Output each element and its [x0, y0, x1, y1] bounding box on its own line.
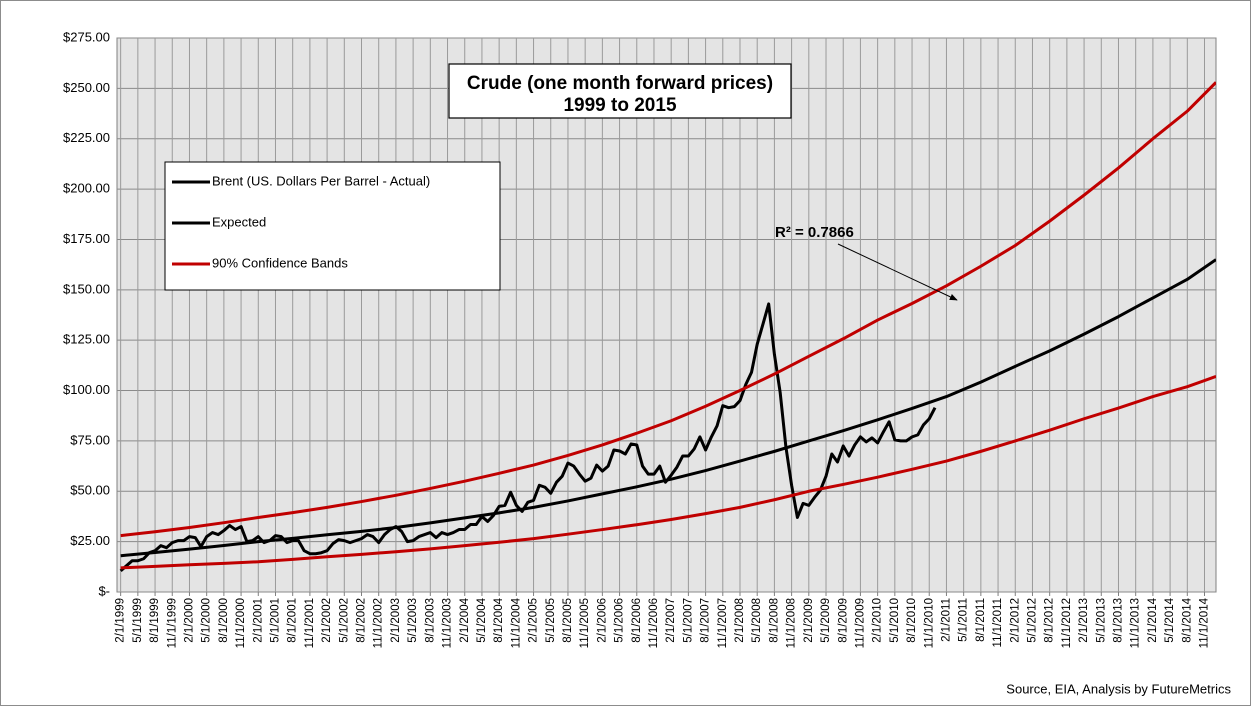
- x-tick-label: 2/1/2004: [459, 597, 471, 642]
- x-tick-label: 5/1/1999: [132, 598, 144, 643]
- x-tick-label: 11/1/2013: [1130, 598, 1142, 648]
- x-tick-label: 11/1/2010: [923, 598, 935, 648]
- x-tick-label: 11/1/2009: [854, 598, 866, 648]
- legend-box: [164, 161, 501, 291]
- legend-label: 90% Confidence Bands: [212, 255, 348, 270]
- y-tick-label: $175.00: [63, 231, 110, 246]
- x-tick-label: 5/1/2005: [545, 598, 557, 643]
- x-tick-label: 5/1/2012: [1026, 598, 1038, 643]
- x-tick-label: 2/1/2010: [872, 598, 884, 643]
- y-tick-label: $75.00: [70, 432, 110, 447]
- x-tick-label: 11/1/2005: [579, 598, 591, 648]
- series-line: [119, 302, 937, 572]
- y-tick-label: $25.00: [70, 533, 110, 548]
- annotation-arrow: [837, 243, 958, 301]
- series-line: [120, 258, 1216, 558]
- x-tick-label: 5/1/2009: [820, 598, 832, 643]
- x-tick-label: 2/1/2007: [665, 598, 677, 643]
- x-tick-label: 11/1/2008: [786, 598, 798, 648]
- x-tick-label: 2/1/2011: [940, 598, 952, 642]
- legend-label: Expected: [212, 214, 266, 229]
- x-tick-label: 2/1/2014: [1147, 597, 1159, 642]
- y-tick-label: $200.00: [63, 181, 110, 196]
- x-tick-label: 8/1/2008: [768, 598, 780, 643]
- y-tick-label: $50.00: [70, 483, 110, 498]
- x-tick-label: 8/1/2003: [424, 598, 436, 643]
- legend-label: Brent (US. Dollars Per Barrel - Actual): [212, 173, 430, 188]
- x-tick-label: 8/1/2011: [975, 598, 987, 642]
- y-tick-label: $150.00: [63, 281, 110, 296]
- chart-subtitle: 1999 to 2015: [563, 95, 676, 116]
- x-tick-label: 11/1/2001: [304, 598, 316, 648]
- x-tick-label: 5/1/2000: [201, 598, 213, 643]
- x-tick-label: 2/1/2000: [183, 598, 195, 643]
- x-tick-label: 11/1/2004: [510, 597, 522, 648]
- y-tick-label: $125.00: [63, 332, 110, 347]
- x-tick-label: 5/1/2014: [1164, 597, 1176, 642]
- x-tick-label: 5/1/2013: [1095, 598, 1107, 643]
- x-tick-label: 5/1/2006: [614, 598, 626, 643]
- y-tick-label: $100.00: [63, 382, 110, 397]
- x-tick-label: 5/1/2011: [958, 598, 970, 642]
- y-tick-label: $225.00: [63, 130, 110, 145]
- x-tick-label: 11/1/2002: [373, 598, 385, 648]
- y-tick-label: $-: [98, 583, 110, 598]
- x-tick-label: 11/1/2000: [235, 598, 247, 648]
- x-tick-label: 11/1/2014: [1199, 597, 1211, 648]
- x-tick-label: 8/1/2009: [837, 598, 849, 643]
- x-tick-label: 8/1/2006: [631, 598, 643, 643]
- x-tick-label: 2/1/2008: [734, 598, 746, 643]
- x-tick-label: 11/1/1999: [166, 598, 178, 648]
- x-tick-label: 5/1/2010: [889, 598, 901, 643]
- x-tick-label: 8/1/2005: [562, 598, 574, 643]
- x-tick-label: 2/1/2001: [252, 598, 264, 643]
- x-tick-label: 5/1/2002: [338, 598, 350, 643]
- x-tick-label: 5/1/2001: [270, 598, 282, 643]
- x-tick-label: 5/1/2004: [476, 597, 488, 642]
- source-note: Source, EIA, Analysis by FutureMetrics: [1006, 681, 1231, 696]
- y-tick-label: $275.00: [63, 29, 110, 44]
- x-tick-label: 2/1/2002: [321, 598, 333, 643]
- x-tick-label: 8/1/2004: [493, 597, 505, 642]
- x-tick-label: 2/1/2005: [528, 598, 540, 643]
- x-tick-label: 5/1/2008: [751, 598, 763, 643]
- x-tick-label: 11/1/2006: [648, 598, 660, 648]
- x-tick-label: 5/1/2007: [682, 598, 694, 643]
- x-tick-label: 11/1/2012: [1061, 598, 1073, 648]
- chart-title: Crude (one month forward prices): [467, 73, 773, 94]
- title-box: [448, 63, 792, 119]
- x-tick-label: 2/1/2003: [390, 598, 402, 643]
- x-tick-label: 8/1/2012: [1044, 598, 1056, 643]
- plot-area: [116, 37, 1217, 593]
- x-tick-label: 11/1/2007: [717, 598, 729, 648]
- x-tick-label: 11/1/2003: [442, 598, 454, 648]
- x-tick-label: 8/1/2014: [1181, 597, 1193, 642]
- x-tick-label: 8/1/2007: [700, 598, 712, 643]
- x-tick-label: 8/1/1999: [149, 598, 161, 643]
- x-tick-label: 2/1/2012: [1009, 598, 1021, 643]
- x-tick-label: 2/1/1999: [115, 598, 127, 643]
- series-line: [120, 81, 1216, 538]
- x-tick-label: 8/1/2000: [218, 598, 230, 643]
- x-tick-label: 2/1/2006: [596, 598, 608, 643]
- x-tick-label: 8/1/2001: [287, 598, 299, 643]
- x-tick-label: 8/1/2002: [356, 598, 368, 643]
- x-tick-label: 8/1/2010: [906, 598, 918, 643]
- annotation: R² = 0.7866: [775, 224, 854, 241]
- x-tick-label: 2/1/2009: [803, 598, 815, 643]
- y-tick-label: $250.00: [63, 80, 110, 95]
- x-tick-label: 2/1/2013: [1078, 598, 1090, 643]
- x-tick-label: 11/1/2011: [992, 598, 1004, 647]
- series-line: [120, 375, 1216, 570]
- x-tick-label: 8/1/2013: [1113, 598, 1125, 643]
- x-tick-label: 5/1/2003: [407, 598, 419, 643]
